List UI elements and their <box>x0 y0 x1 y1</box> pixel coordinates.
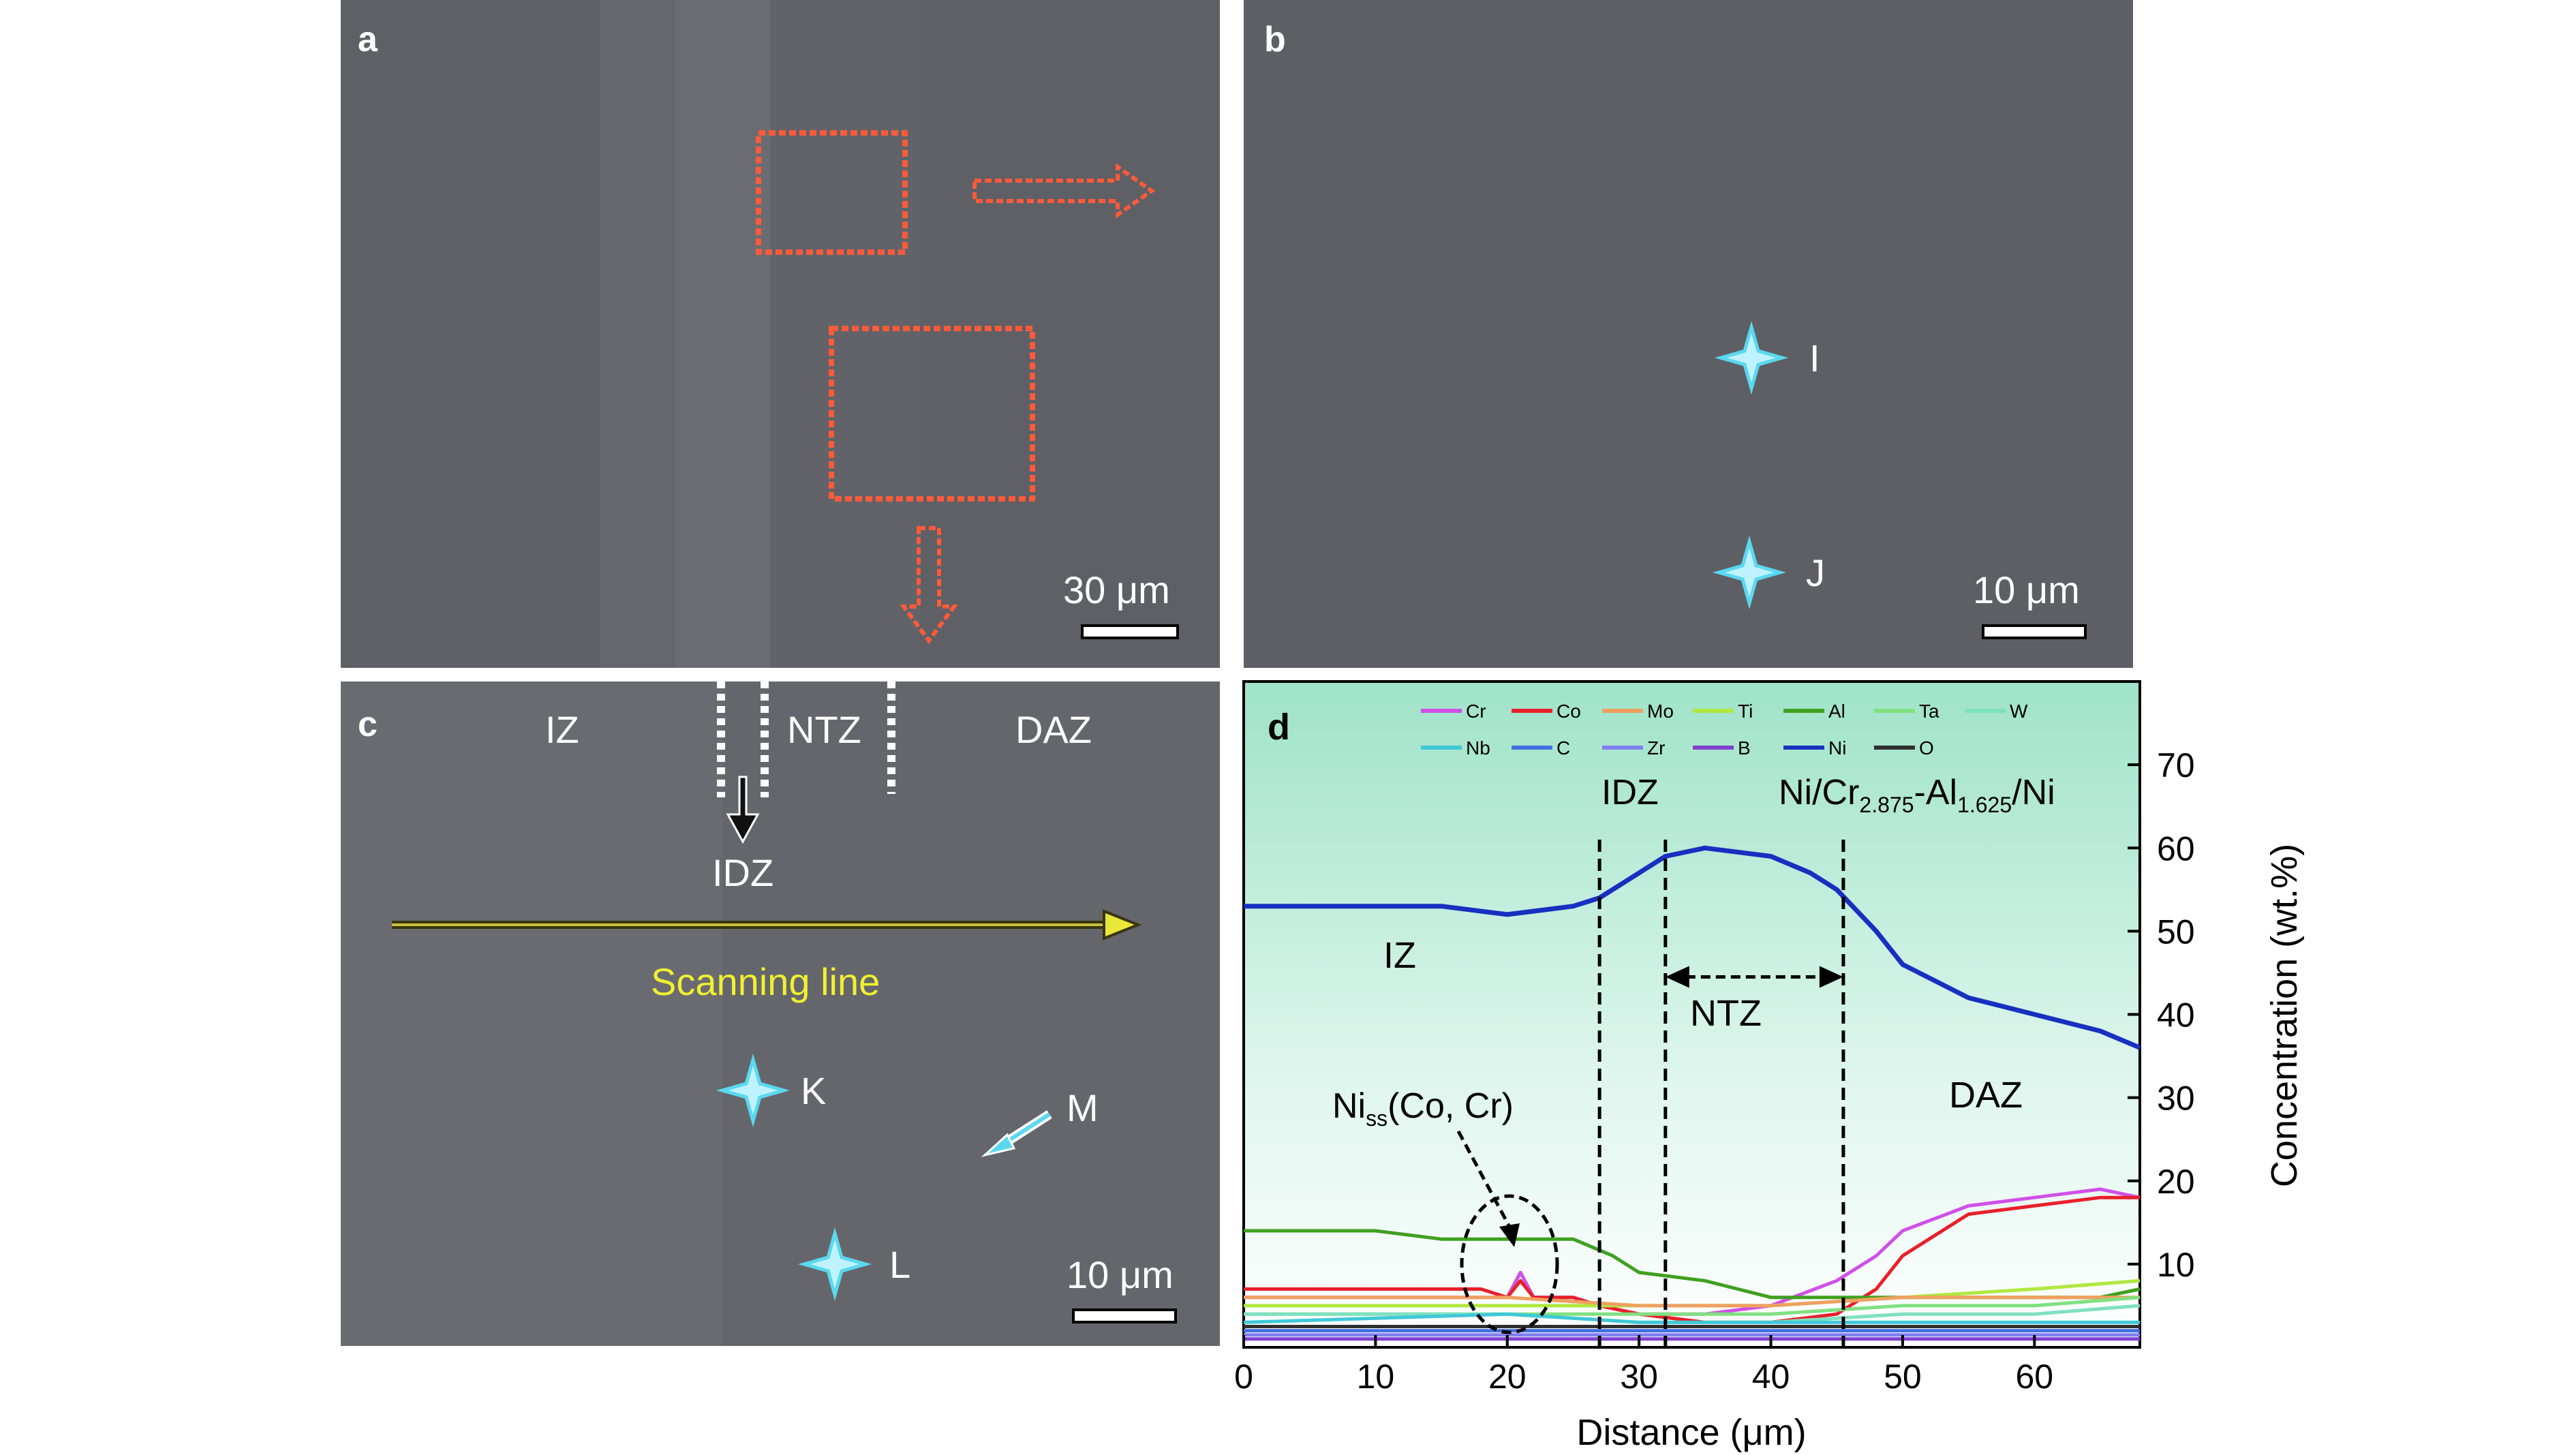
scale-bar-c-label: 10 μm <box>1067 1253 1174 1296</box>
y-axis-label: Concentration (wt.%) <box>2264 844 2305 1187</box>
arrow-right-icon <box>972 163 1156 219</box>
point-marker-icon <box>1712 535 1787 610</box>
region-box-b <box>756 130 908 255</box>
legend-label-cr: Cr <box>1466 701 1486 722</box>
series-line-nb <box>1243 1312 2140 1324</box>
y-tick-label: 40 <box>2157 996 2195 1035</box>
x-tick-label: 20 <box>1488 1358 1527 1396</box>
point-label-i: I <box>1809 337 1820 380</box>
legend-label-co: Co <box>1557 701 1581 722</box>
scale-bar-a-label: 30 μm <box>1063 568 1170 611</box>
legend-label-mo: Mo <box>1647 701 1674 722</box>
scale-bar-b-label: 10 μm <box>1973 568 2080 611</box>
plot-area <box>1242 680 2141 1349</box>
idz-label: IDZ <box>712 851 773 894</box>
legend-label-al: Al <box>1828 701 1845 722</box>
legend-label-nb: Nb <box>1466 737 1490 759</box>
annotation-ntz: NTZ <box>1690 993 1762 1034</box>
arrow-down-icon <box>726 776 760 844</box>
x-tick-label: 60 <box>2015 1358 2053 1396</box>
scale-bar-c <box>1072 1308 1177 1323</box>
arrow-left-icon <box>1665 966 1689 988</box>
legend-label-c: C <box>1557 737 1570 759</box>
x-tick-label: 0 <box>1234 1358 1253 1396</box>
scanning-line-label: Scanning line <box>651 960 880 1003</box>
region-box-c <box>829 326 1035 502</box>
legend: Cr Co Mo Ti Al Ta W Nb C Zr B Ni O <box>1421 701 2028 759</box>
zone-label-iz: IZ <box>545 708 579 751</box>
legend-label-o: O <box>1919 737 1934 759</box>
x-tick-label: 10 <box>1357 1358 1395 1396</box>
panel-label-b: b <box>1264 20 1286 59</box>
legend-label-zr: Zr <box>1647 737 1665 759</box>
zone-boundaries <box>1597 840 1845 1347</box>
panel-label-a: a <box>358 20 378 59</box>
arrow-down-icon <box>900 526 958 645</box>
panel-c: c IZ NTZ DAZ IDZ Scanning line K L M 10 … <box>341 681 1220 1346</box>
point-label-j: J <box>1806 551 1825 594</box>
point-marker-icon <box>716 1053 791 1128</box>
x-tick-label: 40 <box>1752 1358 1790 1396</box>
scan-arrow-head-icon <box>1103 909 1142 940</box>
y-tick-label: 60 <box>2157 829 2195 868</box>
y-tick-label: 10 <box>2157 1246 2195 1284</box>
annotation-daz: DAZ <box>1949 1075 2023 1116</box>
panel-b: b I J 10 μm <box>1244 0 2133 668</box>
annotation-ellipse <box>1460 1194 1559 1334</box>
scale-bar-b <box>1982 624 2087 639</box>
x-tick-label: 30 <box>1620 1358 1658 1396</box>
point-label-m: M <box>1067 1086 1099 1129</box>
annotation-iz: IZ <box>1383 935 1416 976</box>
y-tick-label: 70 <box>2157 746 2195 784</box>
scale-bar-a <box>1081 624 1179 639</box>
zone-label-daz: DAZ <box>1015 708 1092 751</box>
panel-a: a 30 μm <box>341 0 1220 668</box>
panel-label-d: d <box>1268 707 1290 748</box>
sem-image-b <box>1244 0 2133 668</box>
annotation-arrow <box>1456 1130 1512 1228</box>
arrow-right-icon <box>1819 966 1843 988</box>
legend-label-ti: Ti <box>1738 701 1753 722</box>
annotation-idz: IDZ <box>1601 773 1659 812</box>
panel-d: d Cr Co Mo Ti Al Ta W Nb C Zr B Ni O 0 10 20 30 40 50 60 10… <box>1234 680 2305 1453</box>
annotation-niss: Niss(Co, Cr) <box>1332 1086 1514 1131</box>
ntz-width-arrow <box>1665 966 1843 988</box>
point-label-k: K <box>801 1069 826 1112</box>
legend-label-ni: Ni <box>1828 737 1846 759</box>
point-marker-icon <box>797 1227 872 1302</box>
legend-label-ta: Ta <box>1919 701 1939 722</box>
series-line-mo <box>1244 1296 2140 1308</box>
x-axis-label: Distance (μm) <box>1576 1412 1806 1453</box>
arrow-head-icon <box>1499 1223 1520 1247</box>
annotation-phase: Ni/Cr2.875-Al1.625/Ni <box>1779 773 2055 817</box>
x-tick-label: 50 <box>1884 1358 1922 1396</box>
zone-label-ntz: NTZ <box>787 708 861 751</box>
point-label-l: L <box>889 1243 910 1286</box>
axes: 0 10 20 30 40 50 60 10 20 30 40 50 60 70 <box>1234 746 2195 1396</box>
legend-label-w: W <box>2010 701 2028 722</box>
y-tick-label: 30 <box>2157 1079 2195 1118</box>
point-marker-icon <box>1714 320 1789 395</box>
series-line-ni <box>1244 845 2141 1050</box>
panel-label-c: c <box>358 705 378 744</box>
legend-label-b: B <box>1738 737 1751 759</box>
y-tick-label: 50 <box>2157 913 2195 951</box>
y-tick-label: 20 <box>2157 1163 2195 1201</box>
